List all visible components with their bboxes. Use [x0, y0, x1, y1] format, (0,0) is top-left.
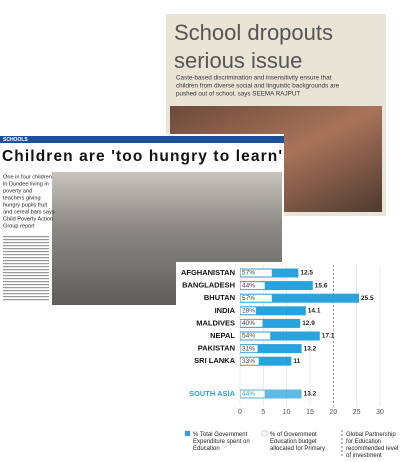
primary-share-box: [240, 269, 273, 277]
category-label: SRI LANKA: [194, 356, 235, 365]
legend-swatch: [184, 430, 191, 437]
dropouts-body: pushed out of school, says SEEMA RAJPUT: [176, 91, 300, 98]
primary-share-label: 31%: [242, 345, 255, 352]
standfirst: Child Poverty Action: [3, 216, 53, 222]
section-label: SCHOOLS: [3, 137, 28, 143]
body-text-line: [3, 269, 49, 271]
body-text-line: [3, 296, 49, 298]
body-text-line: [3, 266, 49, 268]
primary-share-label: 54%: [242, 333, 255, 340]
body-text-line: [3, 242, 49, 244]
body-text-line: [3, 248, 49, 250]
dropouts-body: children from diverse social and linguis…: [176, 83, 340, 90]
standfirst: teachers giving: [3, 195, 41, 201]
bar: [240, 306, 306, 316]
headline: Children are 'too hungry to learn': [2, 148, 282, 165]
value-label: 14.1: [308, 308, 321, 315]
body-text-line: [3, 251, 49, 253]
primary-share-label: 33%: [242, 358, 255, 365]
value-label: 17.1: [322, 333, 335, 340]
body-text-line: [3, 299, 49, 301]
category-label: SOUTH ASIA: [189, 389, 236, 398]
body-text-line: [3, 260, 49, 262]
primary-share-label: 57%: [242, 270, 255, 277]
legend-label: % of Government Education budget allocated…: [270, 432, 325, 452]
primary-share-box: [240, 344, 258, 353]
body-text-line: [3, 254, 49, 256]
bar: [240, 293, 359, 303]
primary-share-label: 28%: [242, 308, 255, 315]
body-text-line: [3, 293, 49, 295]
bar: [240, 331, 320, 341]
bar: [240, 281, 313, 291]
primary-share-box: [240, 281, 265, 290]
primary-share-label: 44%: [242, 391, 255, 398]
primary-share-box: [240, 332, 271, 340]
body-text-line: [3, 257, 49, 259]
legend-label: Global Partnership for Education recommend…: [346, 432, 398, 459]
category-label: MALDIVES: [196, 318, 235, 327]
x-tick-label: 25: [353, 409, 361, 416]
x-tick-label: 5: [261, 409, 265, 416]
standfirst: poverty and: [3, 188, 32, 194]
x-tick-label: 10: [283, 409, 291, 416]
bar: [240, 356, 292, 366]
x-tick-label: 30: [376, 409, 384, 416]
bar: [240, 318, 301, 328]
x-tick-label: 15: [306, 409, 314, 416]
x-tick-label: 0: [238, 409, 242, 416]
standfirst: One in four children: [3, 174, 52, 180]
body-text-line: [3, 281, 49, 283]
body-text-line: [3, 263, 49, 265]
category-label: BANGLADESH: [182, 281, 235, 290]
dropouts-title: serious issue: [174, 48, 302, 73]
bar: [240, 389, 302, 399]
body-text-line: [3, 284, 49, 286]
legend-swatch: [261, 430, 268, 437]
value-label: 15.6: [315, 282, 328, 289]
body-text-line: [3, 275, 49, 277]
bar: [240, 344, 302, 354]
primary-share-label: 40%: [242, 320, 255, 327]
body-text-line: [3, 290, 49, 292]
body-text-line: [3, 278, 49, 280]
category-label: NEPAL: [210, 331, 235, 340]
category-label: PAKISTAN: [198, 344, 235, 353]
primary-share-box: [240, 294, 273, 302]
value-label: 13.2: [304, 391, 317, 398]
value-label: 12.9: [302, 320, 315, 327]
standfirst: hungry pupils fruit: [3, 202, 48, 208]
value-label: 13.2: [304, 345, 317, 352]
value-label: 25.5: [361, 295, 374, 302]
standfirst: in Dundee living in: [3, 181, 49, 187]
standfirst: and cereal bars says: [3, 209, 55, 215]
category-label: INDIA: [215, 306, 236, 315]
body-text-line: [3, 245, 49, 247]
body-text-line: [3, 287, 49, 289]
value-label: 11: [293, 358, 300, 365]
value-label: 12.5: [300, 270, 313, 277]
category-label: AFGHANISTAN: [181, 268, 235, 277]
body-text-line: [3, 239, 49, 241]
primary-share-box: [240, 357, 259, 365]
standfirst: Group report: [3, 223, 35, 229]
primary-share-box: [240, 390, 265, 398]
section-bar: [0, 136, 284, 143]
legend-label: % Total Government Expenditure spent on Ed…: [193, 432, 250, 452]
body-text-line: [3, 236, 49, 238]
primary-share-box: [240, 319, 263, 328]
x-tick-label: 20: [329, 409, 337, 416]
dropouts-body: Caste-based discrimination and insensiti…: [176, 75, 332, 82]
category-label: BHUTAN: [204, 293, 235, 302]
primary-share-box: [240, 307, 257, 315]
primary-share-label: 57%: [242, 295, 255, 302]
body-text-line: [3, 272, 49, 274]
primary-share-label: 44%: [242, 282, 255, 289]
dropouts-title: School dropouts: [174, 20, 333, 45]
